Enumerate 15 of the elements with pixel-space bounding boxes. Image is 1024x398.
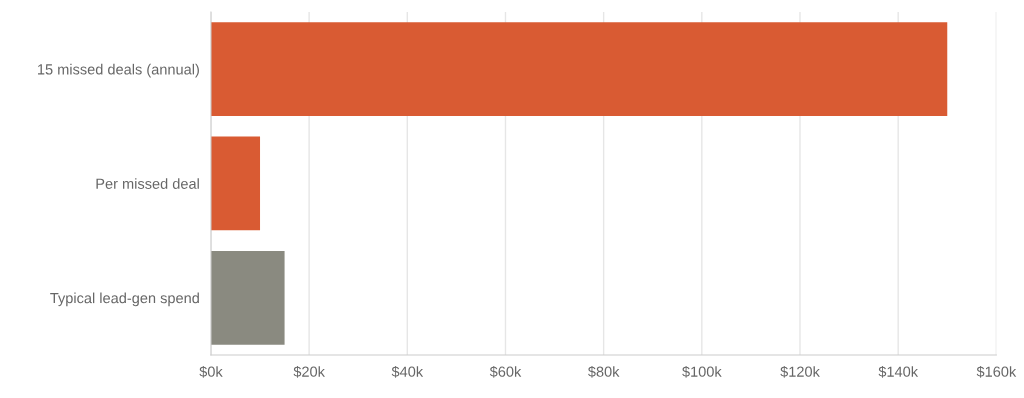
x-tick-label: $40k	[391, 365, 424, 378]
y-tick-label: Per missed deal	[96, 178, 199, 189]
x-tick-label: $60k	[489, 365, 522, 378]
bar	[210, 22, 948, 117]
x-tick-label: $0k	[199, 365, 223, 378]
y-tick-label: 15 missed deals (annual)	[38, 63, 199, 78]
x-tick-label: $80k	[587, 365, 620, 378]
x-tick-label: $120k	[780, 365, 820, 378]
y-tick-label: Typical lead-gen spend	[50, 292, 199, 307]
bar	[210, 136, 261, 231]
x-tick-label: $100k	[682, 365, 722, 378]
x-tick-label: $140k	[878, 365, 919, 378]
x-tick-label: $20k	[293, 365, 325, 378]
x-tick-label: $160k	[976, 365, 1017, 378]
bar	[210, 250, 285, 345]
